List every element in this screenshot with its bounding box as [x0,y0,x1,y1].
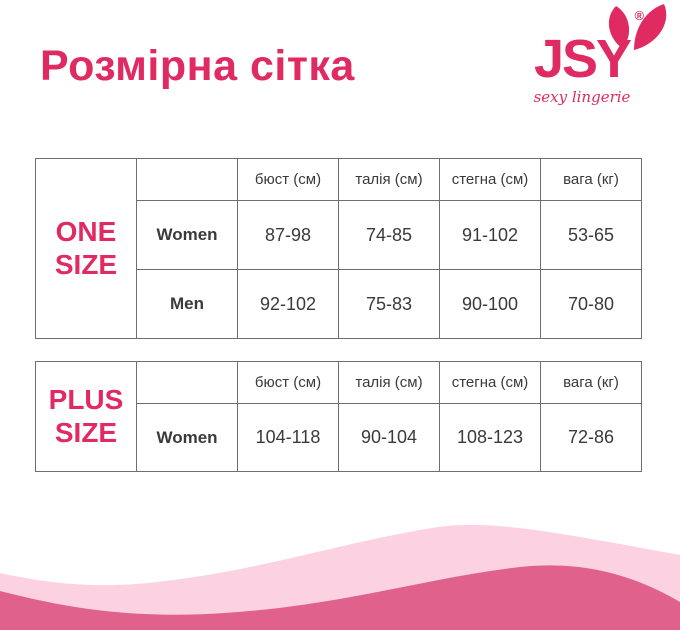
row-label-men: Men [136,269,238,339]
blank-corner-cell [136,158,238,201]
cell-hips: 90-100 [439,269,541,339]
column-header-weight: вага (кг) [540,361,642,404]
row-label-women: Women [136,200,238,270]
row-label-women: Women [136,403,238,472]
table-row: Women 104-118 90-104 108-123 72-86 [36,403,642,472]
logo-mark: JSY ® [534,4,667,86]
size-label-one-size: ONE SIZE [35,158,137,339]
table-row: ONE SIZE бюст (см) талія (см) стегна (см… [35,158,642,339]
registered-mark: ® [634,8,645,23]
logo-tagline: sexy lingerie [533,88,631,106]
column-header-weight: вага (кг) [540,158,642,201]
blank-corner-cell [136,361,238,404]
cell-waist: 74-85 [338,200,440,270]
cell-weight: 72-86 [540,403,642,472]
cell-bust: 92-102 [237,269,339,339]
one-size-table: ONE SIZE бюст (см) талія (см) стегна (см… [35,158,642,339]
wave-decoration [0,524,680,630]
size-label-plus-size: PLUS SIZE [35,361,137,472]
table-row: PLUS SIZE бюст (см) талія (см) стегна (с… [35,361,642,472]
column-header-bust: бюст (см) [237,158,339,201]
leaf-petals-icon [608,4,667,50]
column-header-hips: стегна (см) [439,158,541,201]
cell-waist: 90-104 [338,403,440,472]
cell-bust: 104-118 [237,403,339,472]
wave-dark-shape [0,565,680,630]
cell-waist: 75-83 [338,269,440,339]
column-header-waist: талія (см) [338,361,440,404]
column-header-waist: талія (см) [338,158,440,201]
cell-hips: 91-102 [439,200,541,270]
cell-bust: 87-98 [237,200,339,270]
table-row: Men 92-102 75-83 90-100 70-80 [36,269,642,339]
cell-weight: 53-65 [540,200,642,270]
plus-size-table: PLUS SIZE бюст (см) талія (см) стегна (с… [35,361,642,472]
column-header-hips: стегна (см) [439,361,541,404]
page-title: Розмірна сітка [40,42,355,90]
cell-weight: 70-80 [540,269,642,339]
brand-logo: JSY ® sexy lingerie [502,4,667,106]
column-header-bust: бюст (см) [237,361,339,404]
cell-hips: 108-123 [439,403,541,472]
